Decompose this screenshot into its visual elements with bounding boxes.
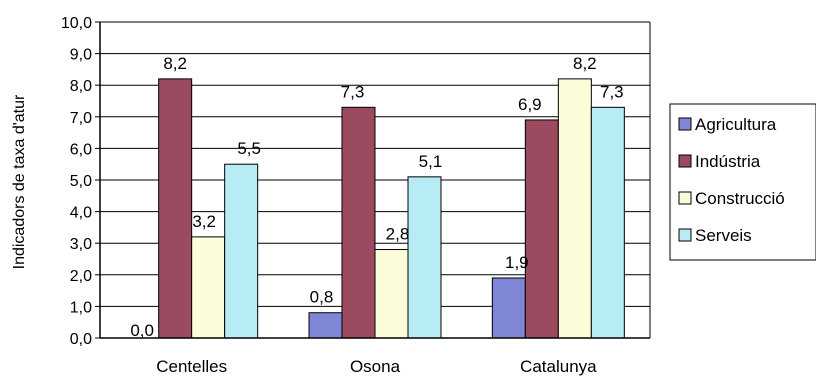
bars (158, 78, 625, 339)
data-labels: 0,08,23,25,50,87,32,85,11,96,98,27,3 (130, 54, 623, 340)
data-label: 8,2 (163, 54, 187, 73)
axes (99, 21, 651, 339)
y-tick-label: 5,0 (70, 173, 92, 190)
data-label: 7,3 (600, 82, 624, 101)
data-label: 5,5 (237, 139, 261, 158)
bar-serveis (590, 106, 625, 339)
y-tick-label: 3,0 (70, 236, 92, 253)
bar-construcció (191, 236, 226, 339)
data-label: 0,0 (130, 321, 154, 340)
data-label: 7,3 (341, 82, 365, 101)
bar-serveis (224, 163, 259, 339)
data-label: 0,8 (310, 288, 334, 307)
legend-swatch (678, 228, 692, 242)
y-tick-label: 8,0 (70, 78, 92, 95)
y-tick-label: 0,0 (70, 331, 92, 348)
bar-indústria (158, 78, 193, 339)
data-label: 5,1 (419, 152, 443, 171)
data-label: 1,9 (505, 253, 529, 272)
y-tick-label: 10,0 (61, 15, 92, 32)
data-label: 8,2 (573, 54, 597, 73)
category-label: Osona (350, 357, 401, 376)
y-tick-label: 1,0 (70, 299, 92, 316)
y-tick-label: 2,0 (70, 268, 92, 285)
data-label: 3,2 (192, 212, 216, 231)
bar-serveis (407, 176, 442, 339)
bar-construcció (374, 249, 409, 339)
legend-swatch (678, 191, 692, 205)
legend-swatch (678, 117, 692, 131)
y-axis-label: Indicadors de taxa d'atur (11, 94, 28, 269)
legend-label: Serveis (695, 226, 752, 245)
data-label: 2,8 (386, 225, 410, 244)
y-tick-label: 9,0 (70, 47, 92, 64)
y-tick-label: 4,0 (70, 205, 92, 222)
legend-label: Indústria (695, 152, 761, 171)
y-tick-label: 6,0 (70, 141, 92, 158)
data-label: 6,9 (518, 95, 542, 114)
category-labels: Centelles Osona Catalunya (156, 357, 597, 376)
legend-label: Construcció (695, 189, 785, 208)
category-label: Centelles (156, 357, 227, 376)
legend: Agricultura Indústria Construcció Serveis (669, 103, 816, 261)
y-tick-labels: 0,0 1,0 2,0 3,0 4,0 5,0 6,0 7,0 8,0 9,0 10,0 (61, 15, 92, 348)
bar-indústria (341, 106, 376, 339)
legend-swatch (678, 154, 692, 168)
category-label: Catalunya (520, 357, 597, 376)
bar-indústria (524, 119, 559, 339)
bar-agricultura (308, 312, 343, 339)
bar-construcció (557, 78, 592, 339)
bar-agricultura (491, 277, 526, 339)
legend-label: Agricultura (695, 115, 777, 134)
legend-box (669, 103, 816, 261)
y-tick-label: 7,0 (70, 110, 92, 127)
